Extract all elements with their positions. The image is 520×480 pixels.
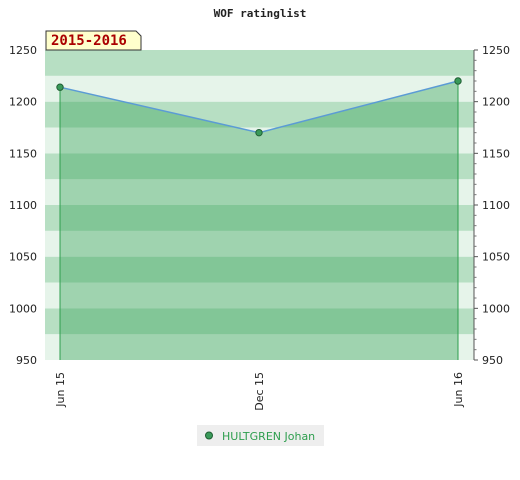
legend-marker-icon [205, 431, 213, 440]
y-axis-right: 950 1000 1050 1100 1150 1200 1250 [473, 44, 510, 367]
chart-title: WOF ratinglist [214, 7, 307, 20]
y-tick-label-right: 1050 [482, 251, 510, 264]
y-tick-label-left: 1000 [9, 302, 37, 315]
y-tick-label-left: 1200 [9, 96, 37, 109]
series-area [60, 81, 458, 360]
grid-band [45, 101, 474, 128]
y-tick-label-left: 1150 [9, 147, 37, 160]
plot-areas [59, 81, 459, 360]
grid-band [45, 75, 474, 102]
y-tick-label-right: 1000 [482, 302, 510, 315]
legend-box [197, 425, 324, 446]
y-tick-label-right: 950 [482, 354, 503, 367]
plot-markers [56, 77, 462, 137]
grid-band [45, 256, 474, 283]
legend-entry-label[interactable]: HULTGREN Johan [222, 430, 315, 443]
plot-background [45, 50, 474, 360]
data-point-jun-15[interactable] [56, 83, 64, 91]
y-tick-label-left: 1250 [9, 44, 37, 57]
period-badge: 2015-2016 [45, 30, 142, 51]
y-tick-label-right: 1250 [482, 44, 510, 57]
grid-band [45, 179, 474, 205]
y-tick-label-right: 1100 [482, 199, 510, 212]
data-point-dec-15[interactable] [255, 128, 263, 137]
y-axis-left: 950 1000 1050 1100 1150 1200 1250 [9, 44, 37, 367]
x-tick-label: Jun 16 [452, 372, 465, 408]
y-tick-label-right: 1200 [482, 96, 510, 109]
y-tick-label-left: 950 [16, 354, 37, 367]
x-tick-label: Jun 15 [54, 372, 67, 408]
grid-band [45, 282, 474, 309]
grid-band [45, 153, 474, 180]
data-point-jun-16[interactable] [454, 77, 462, 85]
grid-band [45, 50, 474, 76]
grid-band [45, 205, 474, 231]
grid-band [45, 308, 474, 335]
y-tick-label-left: 1050 [9, 251, 37, 264]
period-label: 2015-2016 [51, 33, 127, 49]
legend[interactable]: HULTGREN Johan [197, 425, 324, 446]
x-tick-label: Dec 15 [253, 372, 266, 411]
period-badge-box [45, 30, 142, 51]
y-tick-label-right: 1150 [482, 147, 510, 160]
y-tick-label-left: 1100 [9, 199, 37, 212]
x-axis: Jun 15 Dec 15 Jun 16 [54, 372, 465, 411]
grid-band [45, 334, 474, 360]
grid-band [45, 230, 474, 257]
